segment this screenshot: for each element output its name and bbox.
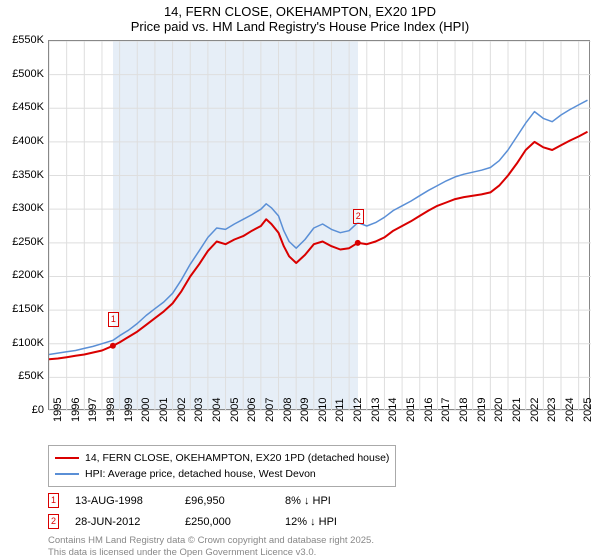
y-tick-label: £550K <box>12 34 44 46</box>
legend-row: 14, FERN CLOSE, OKEHAMPTON, EX20 1PD (de… <box>55 450 389 466</box>
chart-svg <box>49 41 591 411</box>
x-tick-label: 2022 <box>529 398 541 422</box>
x-tick-label: 2014 <box>387 398 399 422</box>
x-tick-label: 2007 <box>264 398 276 422</box>
x-tick-label: 2016 <box>423 398 435 422</box>
x-tick-label: 2009 <box>299 398 311 422</box>
y-tick-label: £250K <box>12 236 44 248</box>
x-tick-label: 2006 <box>246 398 258 422</box>
x-tick-label: 2000 <box>140 398 152 422</box>
x-tick-label: 2012 <box>352 398 364 422</box>
x-tick-label: 2019 <box>476 398 488 422</box>
title-line1: 14, FERN CLOSE, OKEHAMPTON, EX20 1PD <box>0 4 600 19</box>
legend-label: 14, FERN CLOSE, OKEHAMPTON, EX20 1PD (de… <box>85 452 389 464</box>
x-tick-label: 1996 <box>70 398 82 422</box>
x-tick-label: 1998 <box>105 398 117 422</box>
legend-row: HPI: Average price, detached house, West… <box>55 466 389 482</box>
x-tick-label: 2020 <box>493 398 505 422</box>
y-tick-label: £500K <box>12 68 44 80</box>
sale-diff: 12% ↓ HPI <box>285 516 395 528</box>
plot-wrap: £0£50K£100K£150K£200K£250K£300K£350K£400… <box>48 40 590 410</box>
sale-date: 13-AUG-1998 <box>75 495 185 507</box>
y-tick-label: £100K <box>12 337 44 349</box>
x-tick-label: 2023 <box>546 398 558 422</box>
sales-list: 1 13-AUG-1998£96,9508% ↓ HPI 2 28-JUN-2012£… <box>48 493 590 529</box>
x-tick-label: 2021 <box>511 398 523 422</box>
x-tick-label: 2002 <box>176 398 188 422</box>
y-tick-label: £50K <box>18 370 44 382</box>
y-tick-label: £0 <box>32 404 44 416</box>
sale-row: 1 13-AUG-1998£96,9508% ↓ HPI <box>48 493 590 508</box>
sale-date: 28-JUN-2012 <box>75 516 185 528</box>
y-tick-label: £150K <box>12 303 44 315</box>
chart-container: 14, FERN CLOSE, OKEHAMPTON, EX20 1PD Pri… <box>0 0 600 560</box>
x-tick-label: 2001 <box>158 398 170 422</box>
y-tick-label: £300K <box>12 202 44 214</box>
legend-line-swatch <box>55 473 79 475</box>
y-tick-label: £450K <box>12 101 44 113</box>
sale-row: 2 28-JUN-2012£250,00012% ↓ HPI <box>48 514 590 529</box>
sale-marker-2: 2 <box>353 209 364 224</box>
copyright-line1: Contains HM Land Registry data © Crown c… <box>48 535 374 546</box>
x-tick-label: 2005 <box>229 398 241 422</box>
sale-price: £250,000 <box>185 516 285 528</box>
x-tick-label: 1995 <box>52 398 64 422</box>
x-tick-label: 2025 <box>582 398 594 422</box>
sale-diff: 8% ↓ HPI <box>285 495 395 507</box>
x-tick-label: 1999 <box>123 398 135 422</box>
x-tick-label: 2018 <box>458 398 470 422</box>
legend-area: 14, FERN CLOSE, OKEHAMPTON, EX20 1PD (de… <box>48 445 590 529</box>
x-tick-label: 2011 <box>334 398 346 422</box>
sale-price: £96,950 <box>185 495 285 507</box>
x-tick-label: 1997 <box>87 398 99 422</box>
x-tick-label: 2010 <box>317 398 329 422</box>
x-tick-label: 2008 <box>282 398 294 422</box>
plot-area: 12 <box>48 40 590 410</box>
x-tick-label: 2024 <box>564 398 576 422</box>
legend-label: HPI: Average price, detached house, West… <box>85 468 316 480</box>
sale-row-marker: 1 <box>48 493 59 508</box>
sale-row-marker: 2 <box>48 514 59 529</box>
x-tick-label: 2003 <box>193 398 205 422</box>
x-tick-label: 2017 <box>440 398 452 422</box>
sale-marker-1: 1 <box>108 312 119 327</box>
legend-line-swatch <box>55 457 79 459</box>
x-tick-label: 2013 <box>370 398 382 422</box>
legend-box: 14, FERN CLOSE, OKEHAMPTON, EX20 1PD (de… <box>48 445 396 487</box>
x-tick-label: 2004 <box>211 398 223 422</box>
copyright-line2: This data is licensed under the Open Gov… <box>48 547 374 558</box>
title-line2: Price paid vs. HM Land Registry's House … <box>0 19 600 34</box>
y-tick-label: £400K <box>12 135 44 147</box>
title-area: 14, FERN CLOSE, OKEHAMPTON, EX20 1PD Pri… <box>0 0 600 36</box>
y-tick-label: £200K <box>12 269 44 281</box>
y-tick-label: £350K <box>12 169 44 181</box>
copyright: Contains HM Land Registry data © Crown c… <box>48 535 374 558</box>
x-tick-label: 2015 <box>405 398 417 422</box>
